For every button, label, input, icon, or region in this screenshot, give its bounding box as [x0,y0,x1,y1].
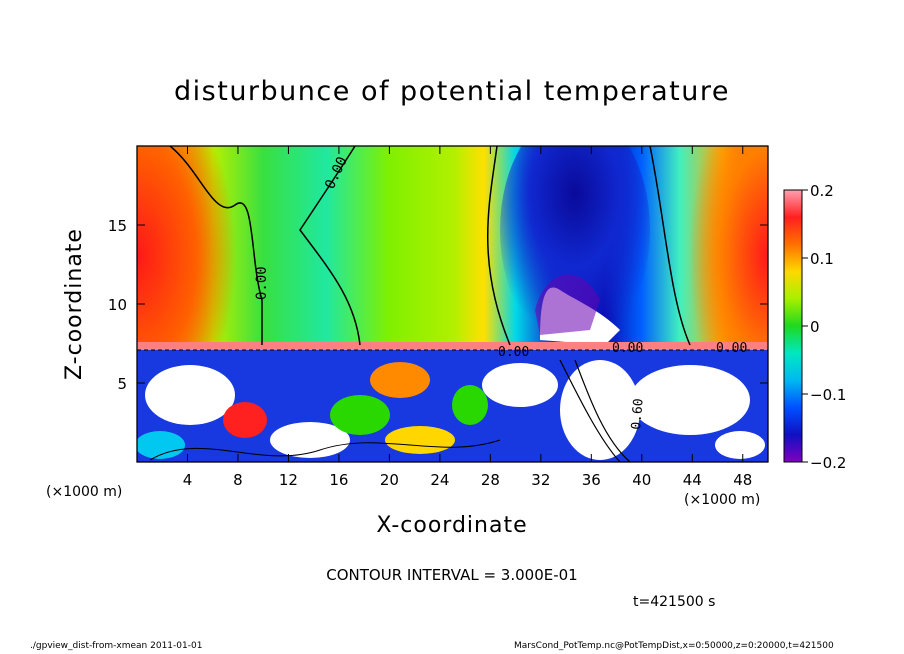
y-axis: 5 10 15 [108,217,768,393]
x-tick-label: 32 [531,471,550,489]
contour-label: 0.00 [254,266,270,300]
chart-title: disturbunce of potential temperature [174,76,730,107]
y-tick-label: 10 [108,296,127,314]
footer-source: MarsCond_PotTemp.nc@PotTempDist,x=0:5000… [514,641,834,651]
heatmap-field [137,146,768,462]
x-tick-label: 36 [582,471,601,489]
x-tick-label: 24 [430,471,449,489]
colorbar-ticks: 0.2 0.1 0 −0.1 −0.2 [802,182,846,472]
x-unit-label: (×1000 m) [46,484,123,500]
contour-label: 0.60 [629,398,647,431]
x-tick-label: 40 [632,471,651,489]
contour-label: 0.00 [498,345,529,360]
x-tick-label: 16 [329,471,348,489]
time-label: t=421500 s [633,594,716,610]
x-axis-label: X-coordinate [376,513,528,538]
colorbar-tick-label: 0.1 [810,250,834,268]
contour-label: 0.00 [716,341,747,356]
x-tick-label: 8 [233,471,243,489]
x-tick-label: 4 [183,471,193,489]
x-tick-label: 44 [683,471,702,489]
x-tick-label: 28 [481,471,500,489]
colorbar-tick-label: −0.2 [810,454,846,472]
colorbar-tick-label: 0 [810,318,820,336]
colorbar-tick-label: 0.2 [810,182,834,200]
x-axis: 4 8 12 16 20 24 28 32 36 40 44 48 [183,146,752,489]
x-unit-label: (×1000 m) [684,492,761,508]
contour-interval: CONTOUR INTERVAL = 3.000E-01 [326,566,578,584]
x-tick-label: 48 [733,471,752,489]
colorbar [783,189,803,463]
footer-command: ./gpview_dist-from-xmean 2011-01-01 [30,641,203,651]
contour-label: 0.00 [612,341,643,356]
x-tick-label: 12 [279,471,298,489]
y-tick-label: 5 [117,375,127,393]
colorbar-tick-label: −0.1 [810,386,846,404]
y-axis-label: Z-coordinate [62,228,87,380]
y-tick-label: 15 [108,217,127,235]
x-tick-label: 20 [380,471,399,489]
